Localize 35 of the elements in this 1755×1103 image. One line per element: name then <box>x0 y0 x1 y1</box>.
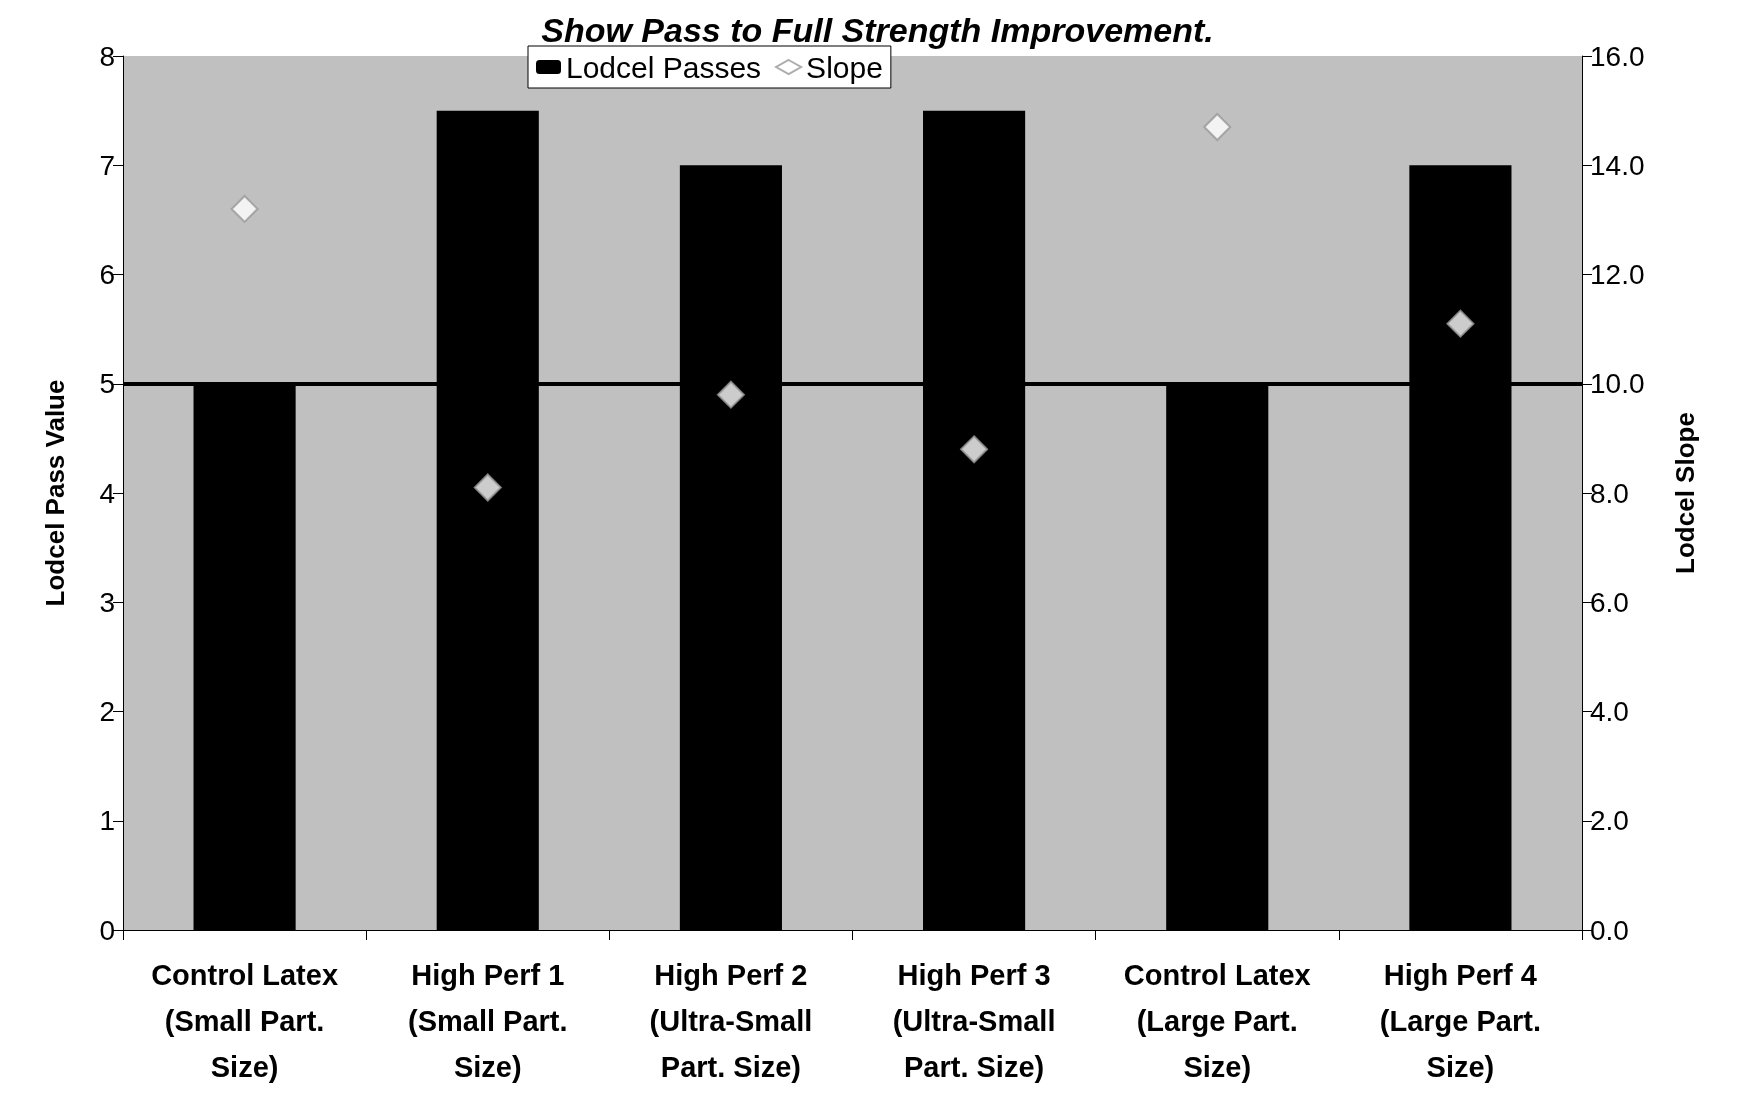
y-tick-label: 4 <box>99 477 115 509</box>
point <box>716 380 745 409</box>
y2-tick-label: 16.0 <box>1590 40 1645 72</box>
point <box>960 435 989 464</box>
y-tick-label: 8 <box>99 40 115 72</box>
y2-tick-label: 4.0 <box>1590 696 1629 727</box>
y-tick-label: 3 <box>99 586 115 618</box>
x-tick-label: Control Latex (Large Part. Size) <box>1123 959 1311 1083</box>
legend-label: Slope <box>806 50 883 84</box>
y2-axis-title: Lodcel Slope <box>1670 412 1700 574</box>
y-axis-title: Lodcel Pass Value <box>40 379 70 607</box>
x-tick-label: High Perf 4 (Large Part. Size) <box>1379 959 1541 1083</box>
y-tick-label: 0 <box>99 914 115 946</box>
y-tick-label: 6 <box>99 259 115 290</box>
y2-tick-label: 6.0 <box>1590 586 1629 618</box>
y2-tick-label: 2.0 <box>1590 805 1629 837</box>
point <box>230 194 259 223</box>
x-tick-label: High Perf 2 (Ultra-Small Part. Size) <box>649 959 813 1083</box>
chart-title: Show Pass to Full Strength Improvement. <box>541 11 1214 49</box>
x-tick-label: High Perf 1 (Small Part. Size) <box>407 959 568 1083</box>
y-tick-label: 7 <box>99 149 115 181</box>
point <box>473 473 502 502</box>
y-tick-label: 1 <box>99 805 115 837</box>
point <box>1203 113 1232 142</box>
y2-tick-label: 0.0 <box>1590 914 1629 946</box>
y2-tick-label: 8.0 <box>1590 477 1629 509</box>
y-tick-label: 2 <box>99 696 115 727</box>
x-tick-label: Control Latex (Small Part. Size) <box>151 959 339 1083</box>
y2-tick-label: 14.0 <box>1590 149 1645 181</box>
y-tick-label: 5 <box>99 368 115 400</box>
y2-tick-label: 12.0 <box>1590 259 1645 290</box>
x-tick-label: High Perf 3 (Ultra-Small Part. Size) <box>892 959 1056 1083</box>
legend-label: Lodcel Passes <box>566 50 762 84</box>
point <box>1446 309 1475 338</box>
y2-tick-label: 10.0 <box>1590 368 1645 400</box>
